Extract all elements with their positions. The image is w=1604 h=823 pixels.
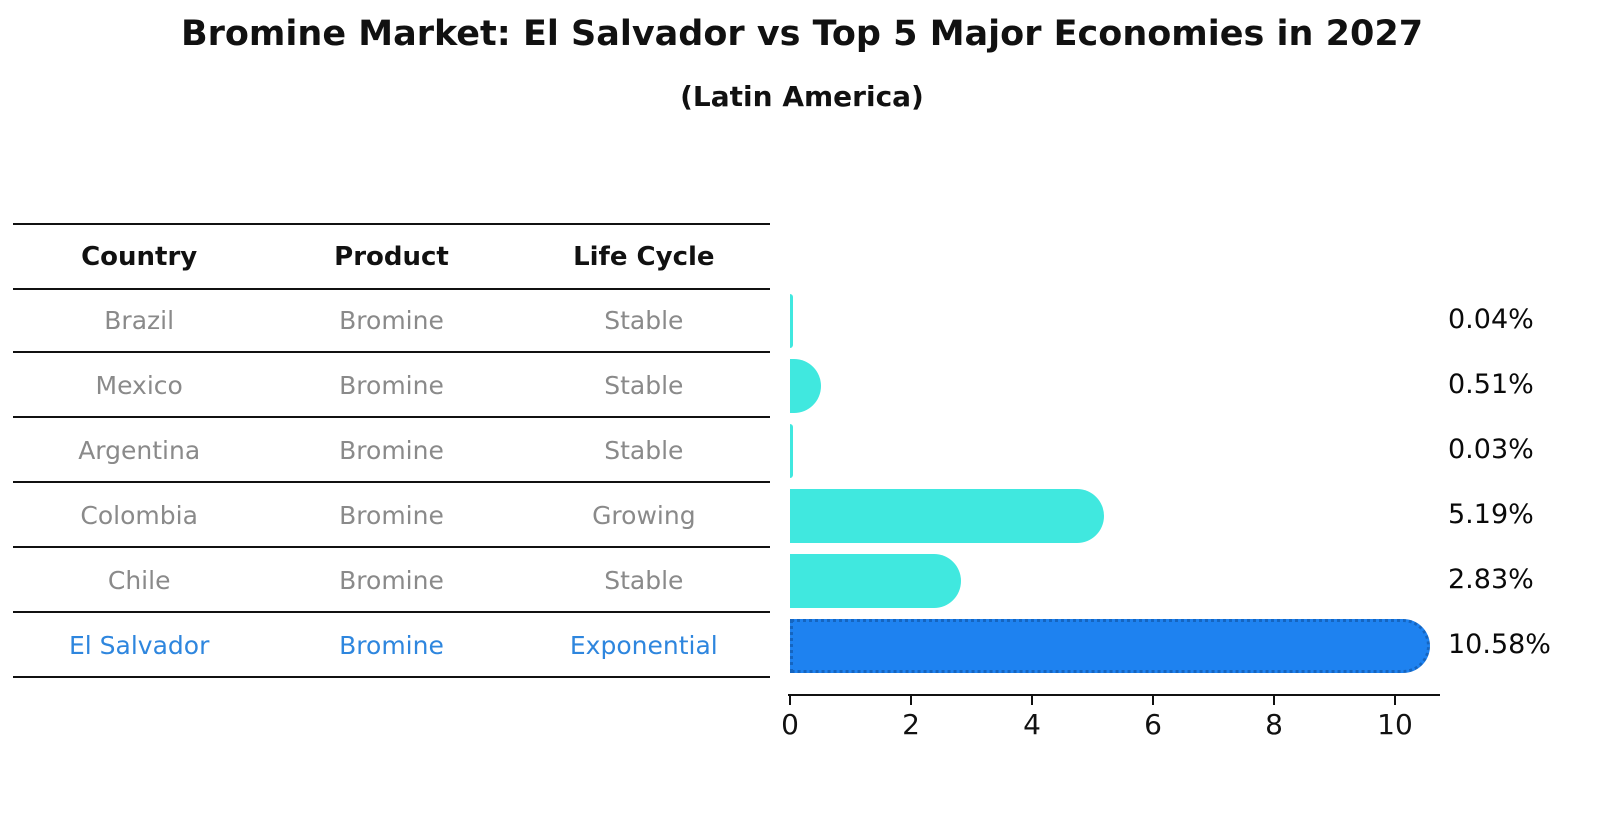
country-cell: El Salvador: [68, 631, 210, 660]
product-cell: Bromine: [339, 566, 444, 595]
life-cycle-cell: Stable: [604, 371, 684, 400]
x-tick: [910, 696, 912, 705]
x-tick-label: 0: [781, 708, 799, 741]
country-cell: Brazil: [104, 306, 175, 335]
bar-mexico: [790, 358, 821, 413]
product-cell: Bromine: [339, 631, 444, 660]
table-header-row: Country Product Life Cycle: [13, 225, 770, 288]
row-separator: [13, 546, 770, 548]
x-tick-label: 10: [1377, 708, 1413, 741]
bar-argentina: [790, 423, 793, 478]
table-top-border: [13, 223, 770, 225]
column-header-life-cycle: Life Cycle: [573, 241, 715, 272]
value-label-argentina: 0.03%: [1448, 433, 1534, 465]
table-header-border: [13, 288, 770, 290]
country-cell: Chile: [107, 566, 171, 595]
row-separator: [13, 416, 770, 418]
value-label-brazil: 0.04%: [1448, 303, 1534, 335]
row-separator: [13, 611, 770, 613]
bar-brazil: [790, 293, 793, 348]
x-axis-line: [788, 694, 1440, 696]
table-row: Argentina Bromine Stable: [13, 418, 770, 483]
row-separator: [13, 481, 770, 483]
column-header-country: Country: [81, 241, 198, 272]
life-cycle-cell: Exponential: [569, 631, 718, 660]
row-separator: [13, 351, 770, 353]
table-row: El Salvador Bromine Exponential: [13, 613, 770, 678]
product-cell: Bromine: [339, 371, 444, 400]
row-separator: [13, 676, 770, 678]
life-cycle-cell: Stable: [604, 306, 684, 335]
column-header-product: Product: [334, 241, 449, 272]
country-cell: Argentina: [78, 436, 201, 465]
table-row: Brazil Bromine Stable: [13, 288, 770, 353]
life-cycle-cell: Growing: [592, 501, 696, 530]
life-cycle-cell: Stable: [604, 566, 684, 595]
table-row: Chile Bromine Stable: [13, 548, 770, 613]
bar-el-salvador: [790, 618, 1430, 673]
x-tick: [1152, 696, 1154, 705]
country-cell: Mexico: [95, 371, 183, 400]
x-tick: [789, 696, 791, 705]
value-label-colombia: 5.19%: [1448, 498, 1534, 530]
country-cell: Colombia: [80, 501, 198, 530]
product-cell: Bromine: [339, 501, 444, 530]
value-label-chile: 2.83%: [1448, 563, 1534, 595]
x-tick-label: 6: [1144, 708, 1162, 741]
table-row: Colombia Bromine Growing: [13, 483, 770, 548]
product-cell: Bromine: [339, 436, 444, 465]
x-tick-label: 8: [1265, 708, 1283, 741]
product-cell: Bromine: [339, 306, 444, 335]
x-tick-label: 2: [902, 708, 920, 741]
x-tick: [1031, 696, 1033, 705]
bar-colombia: [790, 488, 1104, 543]
x-tick: [1273, 696, 1275, 705]
value-label-mexico: 0.51%: [1448, 368, 1534, 400]
x-tick-label: 4: [1023, 708, 1041, 741]
value-label-el-salvador: 10.58%: [1448, 628, 1551, 660]
chart-subtitle: (Latin America): [680, 80, 924, 113]
life-cycle-cell: Stable: [604, 436, 684, 465]
x-tick: [1394, 696, 1396, 705]
bar-chile: [790, 553, 961, 608]
chart-title: Bromine Market: El Salvador vs Top 5 Maj…: [180, 14, 1424, 54]
table-row: Mexico Bromine Stable: [13, 353, 770, 418]
